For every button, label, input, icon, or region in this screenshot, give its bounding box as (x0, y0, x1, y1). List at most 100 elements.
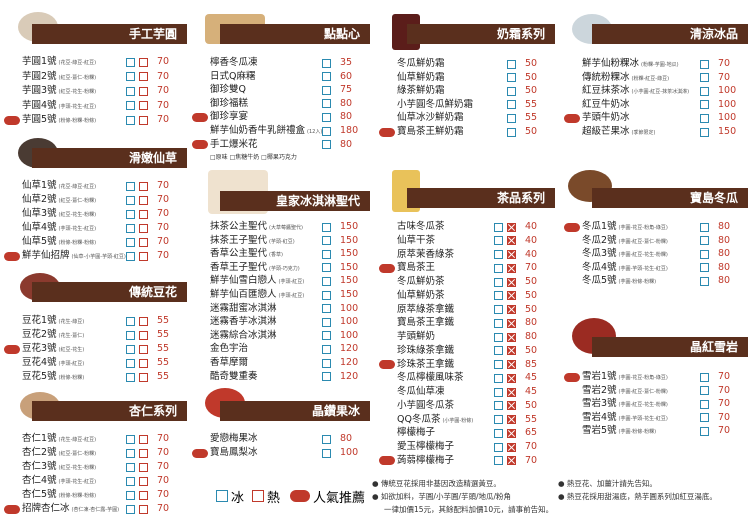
section-header: 杏仁系列 (32, 401, 187, 421)
check-box (139, 209, 148, 219)
check-box (126, 72, 135, 81)
check-box (507, 456, 516, 466)
item-name: 檸香冬瓜凍 (210, 57, 258, 68)
check-box (507, 222, 516, 232)
item-price: 55 (157, 357, 170, 368)
item-note: (粉條-粉粿-粉條) (58, 240, 97, 246)
check-box (494, 277, 503, 287)
legend-hot-box (252, 490, 264, 502)
item-note: (粉粿-芋圓-地瓜) (641, 62, 679, 68)
check-box (126, 237, 135, 247)
item-price: 35 (340, 57, 353, 68)
item-price: 55 (157, 315, 170, 326)
item-note: (花豆-綠豆-紅豆) (58, 184, 97, 190)
check-box (139, 344, 148, 354)
check-box (322, 358, 331, 368)
item-price: 70 (157, 236, 170, 247)
item-name: 蒟蒻檸檬梅子 (397, 454, 455, 466)
item-name: 豆花1號 (花生-綠豆) (22, 315, 85, 326)
section-header: 寶島冬瓜 (592, 188, 748, 208)
item-note: (小芋圓-粉條) (442, 417, 474, 424)
check-box (507, 305, 516, 314)
item-price: 80 (340, 97, 353, 109)
item-price: 120 (340, 357, 359, 368)
item-note: (芋圓-紅豆-花生-粉粿) (618, 252, 668, 259)
item-note: (芋圓-芋頭-花生-紅豆) (618, 415, 668, 422)
popular-badge (4, 251, 20, 261)
item-price: 55 (525, 413, 538, 425)
item-note: (季節限定) (631, 130, 656, 136)
check-box (139, 316, 148, 326)
item-price: 100 (718, 98, 737, 110)
item-note: (花生-綠豆) (58, 319, 85, 325)
check-box (507, 100, 516, 110)
item-price: 45 (525, 386, 538, 397)
item-note: (芋圓-芋頭-花生-紅豆) (618, 265, 668, 272)
item-price: 80 (718, 261, 731, 273)
item-name: 小芋圓冬瓜茶 (397, 399, 455, 411)
check-box (494, 387, 503, 397)
item-note: (芋頭-巧克力) (269, 265, 300, 272)
item-note: (芋圓-粉條-粉粿) (618, 279, 657, 286)
check-box (700, 372, 709, 382)
check-box (700, 59, 709, 69)
section-header: 茶品系列 (407, 188, 555, 208)
item-name: 芋圓5號 (粉條-粉粿-粉條) (22, 114, 97, 125)
popular-badge (4, 344, 20, 354)
check-box (126, 434, 135, 444)
item-price: 40 (525, 221, 538, 232)
item-price: 70 (718, 398, 731, 410)
check-box (139, 237, 148, 247)
item-name: 冬瓜鮮奶霜 (397, 58, 445, 69)
check-box (139, 462, 148, 472)
check-box (126, 115, 135, 125)
check-box (322, 99, 331, 109)
item-name: 杏仁2號 (紅豆-薏仁-粉粿) (22, 447, 97, 458)
item-name: 寶島鳳梨冰 (210, 447, 258, 458)
item-price: 55 (157, 371, 170, 382)
item-price: 70 (718, 384, 731, 396)
footer-note: ● 如欲加料，芋圓/小芋圓/芋頭/地瓜/粉角 (372, 492, 512, 501)
check-box (700, 73, 709, 83)
item-price: 100 (718, 112, 737, 124)
check-box (494, 236, 503, 246)
item-name: 酷奇雙重奏 (210, 370, 258, 382)
item-price: 80 (340, 433, 353, 444)
item-name: 仙草鮮奶霜 (397, 71, 445, 83)
item-note: (12入) (307, 129, 323, 135)
popular-badge (4, 115, 20, 125)
popular-badge (192, 140, 208, 150)
legend-popular-badge (290, 490, 310, 502)
popular-badge (379, 456, 395, 466)
item-name: 愛玉檸檬梅子 (397, 441, 455, 452)
item-price: 100 (340, 316, 359, 328)
legend-ice: 冰 (231, 491, 245, 506)
item-note: (花生-綠豆-紅豆) (58, 437, 97, 443)
popular-badge (192, 448, 208, 458)
item-name: 仙草3號 (紅豆-花生-粉粿) (22, 208, 97, 219)
check-box (322, 304, 331, 314)
check-box (700, 276, 709, 286)
item-price: 80 (340, 111, 353, 123)
popular-badge (564, 113, 580, 123)
check-box (139, 476, 148, 486)
item-name: 豆花4號 (芋頭-紅豆) (22, 357, 85, 368)
item-name: 原萃茉香綠茶 (397, 248, 455, 260)
check-box (322, 344, 331, 354)
item-price: 150 (340, 261, 359, 273)
item-price: 80 (718, 275, 731, 287)
item-price: 75 (340, 84, 353, 96)
item-note: (芋頭-紅豆) (58, 361, 85, 367)
item-price: 70 (525, 454, 538, 466)
item-price: 70 (157, 461, 170, 472)
check-box (494, 415, 503, 424)
item-price: 100 (340, 447, 359, 458)
item-note: (紅豆-花生-粉粿) (58, 465, 97, 471)
item-name: 紅豆牛奶冰 (582, 98, 630, 110)
check-box (507, 373, 516, 383)
check-box (126, 181, 135, 191)
check-box (322, 126, 331, 136)
check-box (139, 101, 148, 110)
check-box (126, 448, 135, 458)
